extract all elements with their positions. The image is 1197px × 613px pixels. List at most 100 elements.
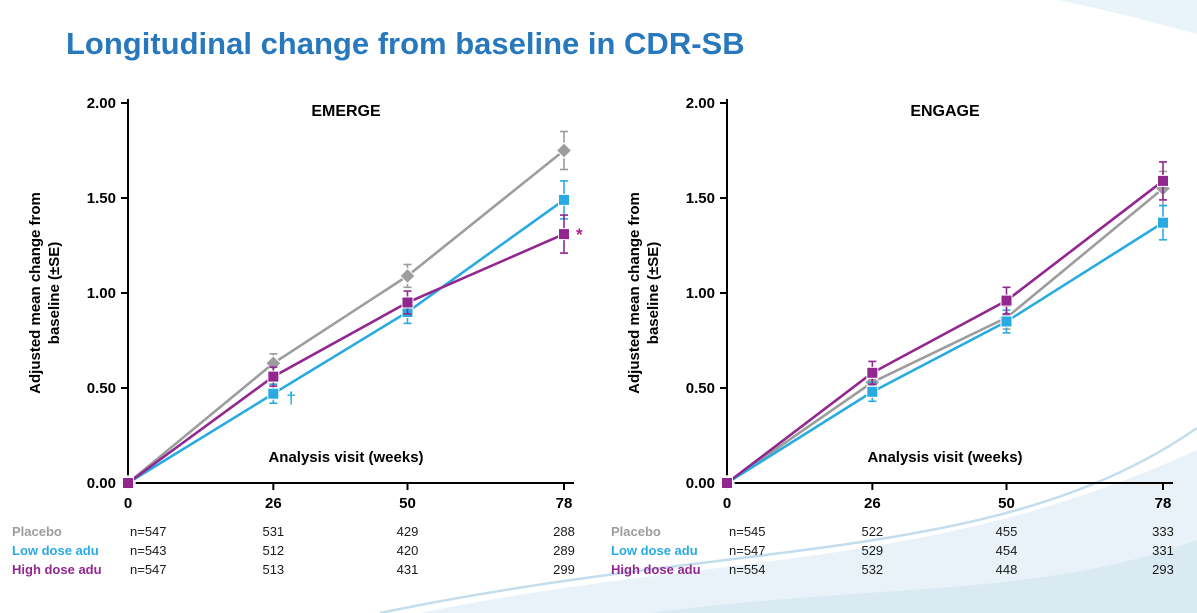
emerge-chart: 0.00 0.50 1.00 1.50 2.00 0 26 50 78 EMERGE Analysi…: [27, 95, 583, 510]
emerge-n-table: Placebo n=547 531 429 288 Low dose adu n=543 51…: [12, 524, 575, 577]
n-table-row-label: Low dose adu: [611, 543, 698, 558]
n-table-cell: 293: [1152, 562, 1174, 577]
swoosh-line: [379, 426, 1197, 613]
series-placebo: [718, 170, 1172, 492]
diamond-marker: [555, 142, 573, 159]
square-marker: [1157, 216, 1169, 229]
series-placebo: [119, 130, 573, 492]
page-title: Longitudinal change from baseline in CDR…: [66, 26, 745, 61]
square-marker: [1000, 315, 1013, 328]
square-marker: [267, 370, 280, 383]
y-axis-label: Adjusted mean change from baseline (±SE): [626, 192, 662, 394]
n-table-row-label: Placebo: [611, 524, 661, 539]
charts-row: 0.00 0.50 1.00 1.50 2.00 0 26 50 78 EMERGE Analysi…: [0, 62, 1197, 582]
n-table-cell: 420: [397, 543, 419, 558]
series-high-dose-adu: [122, 214, 570, 489]
swoosh-band-2: [650, 540, 1197, 613]
n-table-row-label: High dose adu: [611, 562, 701, 577]
n-table-cell: n=547: [130, 562, 167, 577]
y-axis-label: Adjusted mean change from baseline (±SE): [27, 192, 63, 394]
n-table-cell: 299: [553, 562, 575, 577]
series-line: [127, 149, 565, 485]
axes: [127, 99, 574, 484]
n-table-cell: 531: [262, 524, 284, 539]
x-tick-label: 50: [399, 495, 416, 510]
square-marker: [267, 387, 280, 400]
swoosh-band-1: [420, 450, 1197, 613]
y-tick-label: 1.00: [686, 285, 715, 302]
n-table-cell: n=547: [130, 524, 167, 539]
n-table-cell: 522: [861, 524, 883, 539]
panel-title: ENGAGE: [910, 103, 980, 120]
y-tick-label: 1.50: [87, 190, 116, 207]
content: Longitudinal change from baseline in CDR…: [0, 26, 1197, 582]
n-table-cell: n=545: [729, 524, 766, 539]
n-table-row: High dose adu n=554 532 448 293: [611, 562, 1174, 577]
series-line: [127, 232, 565, 485]
n-table-cell: 333: [1152, 524, 1174, 539]
annotation: †: [286, 389, 295, 408]
y-tick-label: 0.50: [87, 380, 116, 397]
y-tick-label: 1.00: [87, 285, 116, 302]
n-table-cell: 448: [996, 562, 1018, 577]
series-line: [726, 187, 1164, 485]
series-line: [127, 198, 565, 485]
n-table-row: High dose adu n=547 513 431 299: [12, 562, 575, 577]
series-line: [726, 179, 1164, 485]
swoosh-corner: [1058, 0, 1197, 34]
panel-engage: 0.00 0.50 1.00 1.50 2.00 0 26 50 78 ENGAGE Analysi…: [605, 68, 1190, 582]
n-table-cell: 331: [1152, 543, 1174, 558]
square-marker: [1000, 294, 1013, 307]
square-marker: [1157, 174, 1169, 187]
n-table-cell: 532: [861, 562, 883, 577]
n-table-row-label: Low dose adu: [12, 543, 99, 558]
n-table-cell: 288: [553, 524, 575, 539]
n-table-cell: n=547: [729, 543, 766, 558]
square-marker: [558, 193, 570, 206]
square-marker: [866, 385, 879, 398]
square-marker: [866, 366, 879, 379]
n-table-row: Low dose adu n=547 529 454 331: [611, 543, 1174, 558]
x-tick-label: 0: [124, 495, 132, 510]
x-tick-label: 26: [265, 495, 282, 510]
x-axis-label: Analysis visit (weeks): [268, 449, 423, 466]
series-low-dose-adu: [122, 180, 570, 489]
x-tick-label: 78: [556, 495, 573, 510]
engage-chart: 0.00 0.50 1.00 1.50 2.00 0 26 50 78 ENGAGE Analysi…: [626, 95, 1173, 510]
n-table-cell: 529: [861, 543, 883, 558]
x-tick-label: 78: [1155, 495, 1172, 510]
square-marker: [122, 477, 134, 489]
n-table-row: Placebo n=547 531 429 288: [12, 524, 575, 539]
n-table-cell: n=543: [130, 543, 167, 558]
n-table-cell: 513: [262, 562, 284, 577]
series-line: [726, 221, 1164, 485]
n-table-row: Low dose adu n=543 512 420 289: [12, 543, 575, 558]
n-table-cell: n=554: [729, 562, 766, 577]
n-table-row-label: High dose adu: [12, 562, 102, 577]
axes: [726, 99, 1173, 484]
y-tick-label: 1.50: [686, 190, 715, 207]
y-tick-label: 0.00: [686, 475, 715, 492]
n-table-cell: 289: [553, 543, 575, 558]
square-marker: [721, 477, 733, 489]
y-tick-label: 0.50: [686, 380, 715, 397]
n-table-cell: 455: [996, 524, 1018, 539]
n-table-cell: 512: [262, 543, 284, 558]
engage-n-table: Placebo n=545 522 455 333 Low dose adu n=547 52…: [611, 524, 1174, 577]
n-table-row: Placebo n=545 522 455 333: [611, 524, 1174, 539]
x-axis-label: Analysis visit (weeks): [867, 449, 1022, 466]
x-tick-label: 0: [723, 495, 731, 510]
n-table-cell: 454: [996, 543, 1018, 558]
annotation: *: [576, 225, 583, 244]
x-tick-label: 26: [864, 495, 881, 510]
series-high-dose-adu: [721, 161, 1169, 489]
n-table-cell: 431: [397, 562, 419, 577]
n-table-cell: 429: [397, 524, 419, 539]
square-marker: [401, 296, 414, 309]
panel-emerge: 0.00 0.50 1.00 1.50 2.00 0 26 50 78 EMERGE Analysi…: [6, 68, 591, 582]
y-tick-label: 2.00: [87, 95, 116, 112]
diamond-marker: [399, 267, 416, 285]
n-table-row-label: Placebo: [12, 524, 62, 539]
